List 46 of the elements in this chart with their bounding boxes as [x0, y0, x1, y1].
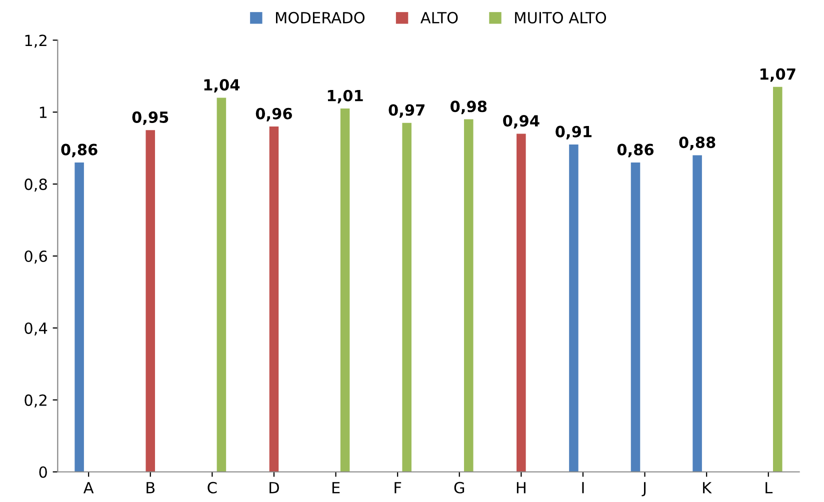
x-tick-label: A	[83, 482, 94, 494]
bar	[269, 126, 279, 472]
x-tick-label: J	[642, 482, 646, 496]
y-tick-label: 0,4	[24, 322, 48, 336]
data-label: 0,98	[450, 100, 487, 114]
bar	[773, 86, 782, 472]
x-tick-label: C	[208, 482, 217, 494]
bar	[340, 108, 350, 472]
bar	[402, 122, 412, 472]
x-tick-label: D	[270, 482, 279, 494]
x-tick-label: L	[766, 482, 773, 494]
bar	[464, 119, 474, 472]
data-label: 0,95	[132, 111, 168, 125]
legend-label: MODERADO	[276, 12, 365, 24]
data-label: 1,04	[204, 79, 240, 93]
data-label: 0,86	[617, 144, 654, 158]
y-tick-label: 0	[39, 466, 47, 478]
data-label: 1,07	[760, 68, 796, 82]
x-tick-label: F	[394, 482, 402, 494]
data-label: 0,97	[388, 104, 424, 118]
x-tick-label: H	[516, 482, 526, 494]
y-tick-label: 0,6	[24, 250, 47, 264]
x-tick-label: I	[582, 482, 584, 494]
x-tick-label: E	[332, 482, 340, 494]
bar	[74, 162, 84, 472]
bar	[216, 98, 226, 472]
y-tick-label: 1,2	[25, 34, 46, 48]
data-label: 0,88	[679, 136, 716, 150]
data-label: 0,86	[61, 144, 98, 158]
bar	[516, 134, 526, 472]
legend-label: MUITO ALTO	[515, 12, 606, 24]
x-tick-label: G	[454, 482, 464, 494]
x-tick-label: B	[146, 482, 155, 494]
data-label: 0,94	[503, 115, 540, 129]
data-label: 0,91	[556, 126, 592, 140]
bar	[692, 155, 702, 472]
y-tick-label: 1	[40, 106, 47, 118]
y-tick-label: 0,2	[24, 394, 46, 408]
legend-label: ALTO	[420, 12, 458, 24]
bar	[569, 144, 578, 472]
bar	[146, 130, 156, 472]
y-tick-label: 0,8	[24, 178, 47, 192]
data-label: 1,01	[328, 90, 363, 104]
bar	[630, 162, 640, 472]
x-tick-label: K	[703, 482, 712, 494]
data-label: 0,96	[256, 108, 292, 122]
